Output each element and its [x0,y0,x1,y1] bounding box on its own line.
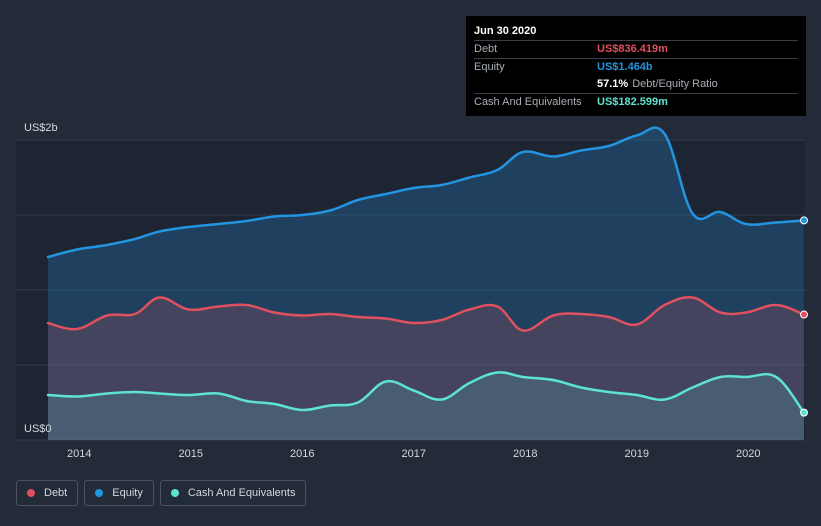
data-tooltip: Jun 30 2020 Debt US$836.419m Equity US$1… [466,16,806,116]
legend-item-debt[interactable]: Debt [16,480,79,506]
y-axis-bottom-label: US$0 [24,423,52,435]
series-endpoints [800,216,808,417]
series-areas [48,127,804,440]
x-tick-2016: 2016 [290,448,314,460]
legend-dot-debt [27,489,35,497]
tooltip-equity-value: US$1.464b [597,61,653,73]
tooltip-equity-label: Equity [474,61,505,73]
area-debt [48,297,804,440]
x-tick-2015: 2015 [178,448,202,460]
legend-dot-equity [95,489,104,497]
legend-label-cash: Cash And Equivalents [187,487,296,499]
legend-label-debt: Debt [44,487,68,499]
endpoint-cash-and-equivalents [800,408,808,417]
x-axis-ticks: 2014 2015 2016 2017 2018 2019 2020 [67,448,761,460]
tooltip-row-equity: Equity US$1.464b [474,58,798,76]
legend-dot-cash [170,489,179,497]
chart-legend: Debt Equity Cash And Equivalents [16,480,307,506]
area-cash-and-equivalents [48,372,804,440]
tooltip-cash-label: Cash And Equivalents [474,96,582,108]
line-equity [46,126,806,259]
y-axis-top-label: US$2b [24,122,58,134]
x-tick-2018: 2018 [513,448,537,460]
endpoint-debt [800,310,808,319]
tooltip-debt-label: Debt [474,43,498,55]
gridlines [16,139,805,441]
x-tick-2014: 2014 [67,448,91,460]
tooltip-debt-value: US$836.419m [597,43,668,55]
tooltip-ratio-value: 57.1% [597,78,629,90]
tooltip-date: Jun 30 2020 [474,25,537,37]
legend-item-equity[interactable]: Equity [84,480,154,506]
x-tick-2017: 2017 [401,448,425,460]
line-debt [46,295,806,332]
x-tick-2020: 2020 [736,448,760,460]
endpoint-equity [800,216,808,225]
tooltip-row-debt: Debt US$836.419m [474,40,798,58]
legend-item-cash[interactable]: Cash And Equivalents [159,480,307,506]
x-tick-2019: 2019 [625,448,649,460]
tooltip-ratio-label: Debt/Equity Ratio [632,78,718,90]
line-cash-and-equivalents [46,371,806,414]
series-lines [46,126,806,414]
tooltip-row-ratio: 57.1% Debt/Equity Ratio [474,76,798,93]
tooltip-row-cash: Cash And Equivalents US$182.599m [474,93,798,111]
area-equity [48,127,804,440]
legend-label-equity: Equity [112,487,143,499]
tooltip-cash-value: US$182.599m [597,96,668,108]
